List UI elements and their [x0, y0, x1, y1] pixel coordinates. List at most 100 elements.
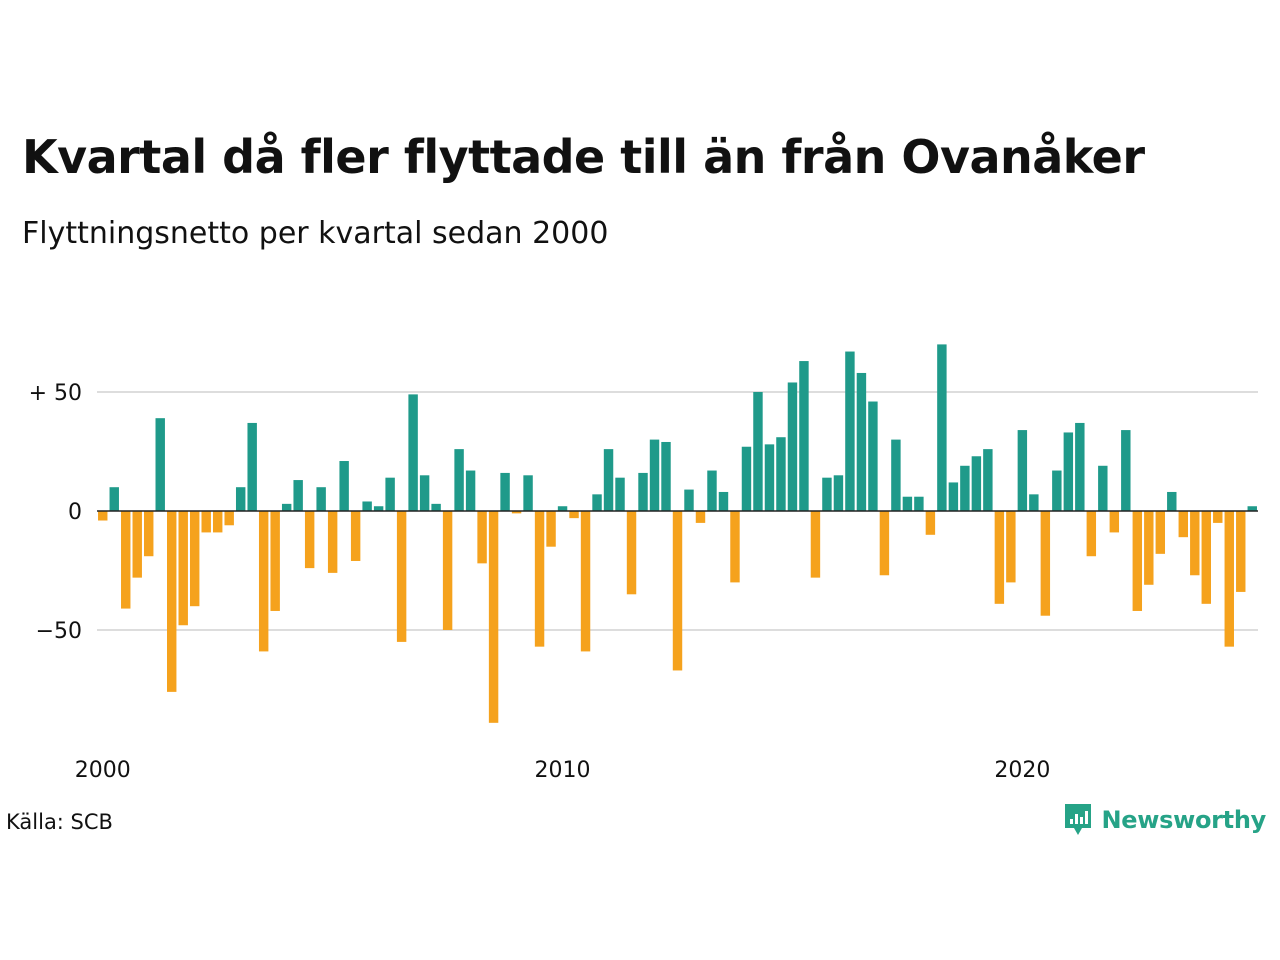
bar-positive: [707, 470, 717, 511]
bar-positive: [557, 506, 568, 511]
brand-logo: Newsworthy: [1063, 802, 1266, 838]
bar-negative: [396, 511, 407, 642]
bar-negative: [304, 511, 315, 569]
bar-positive: [454, 449, 464, 511]
bar-negative: [350, 511, 361, 561]
y-tick-label: + 50: [29, 381, 82, 406]
bar-negative: [270, 511, 280, 611]
bar-negative: [879, 511, 890, 576]
bar-chart: + 50 0 −50 2000 2010 2020: [29, 344, 1258, 783]
bar-negative: [730, 511, 740, 583]
bar-positive: [408, 394, 418, 511]
bar-positive: [799, 361, 809, 511]
bar-positive: [339, 461, 349, 511]
brand-name: Newsworthy: [1101, 806, 1266, 834]
bar-positive: [741, 446, 752, 511]
bar-negative: [626, 511, 637, 595]
bar-negative: [258, 511, 269, 652]
bar-negative: [534, 511, 545, 647]
bar-positive: [661, 441, 671, 511]
bar-negative: [569, 511, 579, 519]
bar-positive: [948, 482, 959, 511]
bar-negative: [1132, 511, 1143, 611]
x-tick-labels: 2000 2010 2020: [75, 758, 1051, 783]
x-tick-label: 2000: [75, 758, 131, 783]
bar-positive: [684, 489, 694, 511]
bar-positive: [833, 475, 844, 511]
bar-negative: [167, 511, 177, 692]
bar-negative: [442, 511, 453, 630]
bar-positive: [937, 344, 947, 511]
bar-negative: [121, 511, 131, 609]
bar-negative: [224, 511, 234, 526]
bar-negative: [1155, 511, 1166, 554]
bar-negative: [189, 511, 200, 607]
bar-positive: [155, 418, 165, 511]
bar-positive: [1017, 430, 1028, 511]
bar-positive: [764, 444, 775, 511]
bar-positive: [856, 372, 867, 511]
bar-negative: [546, 511, 556, 547]
bar-positive: [615, 477, 625, 511]
bar-positive: [753, 392, 763, 511]
x-tick-label: 2010: [535, 758, 591, 783]
bar-positive: [592, 494, 602, 511]
source-note: Källa: SCB: [6, 810, 113, 834]
bar-positive: [385, 477, 395, 511]
bar-positive: [1052, 470, 1062, 511]
bar-positive: [983, 449, 993, 511]
bar-positive: [362, 501, 372, 511]
bar-positive: [603, 449, 614, 511]
bar-positive: [293, 480, 303, 511]
bar-positive: [868, 401, 878, 511]
bar-positive: [373, 506, 384, 511]
bar-positive: [638, 472, 648, 511]
bar-negative: [488, 511, 499, 723]
bar-positive: [960, 465, 970, 511]
y-tick-labels: + 50 0 −50: [29, 381, 82, 644]
y-tick-label: 0: [68, 500, 82, 525]
bar-positive: [718, 491, 729, 511]
bar-negative: [1086, 511, 1097, 557]
bar-negative: [1201, 511, 1211, 604]
bar-positive: [431, 503, 441, 511]
newsworthy-logo-icon: [1065, 804, 1092, 835]
bar-negative: [1190, 511, 1200, 576]
bar-positive: [971, 456, 982, 511]
bar-positive: [1075, 422, 1085, 511]
y-tick-label: −50: [36, 619, 82, 644]
bar-negative: [672, 511, 683, 671]
bar-positive: [914, 496, 924, 511]
bar-positive: [316, 487, 326, 511]
bar-negative: [1144, 511, 1154, 585]
bar-negative: [132, 511, 142, 578]
bar-negative: [1109, 511, 1120, 533]
bar-positive: [891, 439, 901, 511]
bar-positive: [787, 382, 798, 511]
chart-subtitle: Flyttningsnetto per kvartal sedan 2000: [22, 216, 609, 251]
bar-negative: [1006, 511, 1016, 583]
bar-positive: [845, 351, 855, 511]
bar-positive: [109, 487, 119, 511]
bar-negative: [144, 511, 154, 557]
bar-negative: [1040, 511, 1051, 616]
bar-positive: [649, 439, 660, 511]
bars: [98, 344, 1257, 723]
bar-positive: [523, 475, 533, 511]
bar-negative: [810, 511, 821, 578]
bar-negative: [695, 511, 706, 523]
bar-positive: [1121, 430, 1131, 511]
bar-negative: [1178, 511, 1188, 538]
bar-positive: [281, 503, 292, 511]
bar-negative: [1213, 511, 1223, 523]
bar-negative: [925, 511, 936, 535]
bar-negative: [201, 511, 211, 533]
bar-positive: [247, 422, 257, 511]
bar-positive: [1247, 506, 1257, 511]
bar-positive: [1063, 432, 1074, 511]
bar-positive: [465, 470, 476, 511]
bar-positive: [776, 437, 786, 511]
bar-negative: [580, 511, 591, 652]
bar-negative: [511, 511, 522, 514]
bar-negative: [212, 511, 223, 533]
